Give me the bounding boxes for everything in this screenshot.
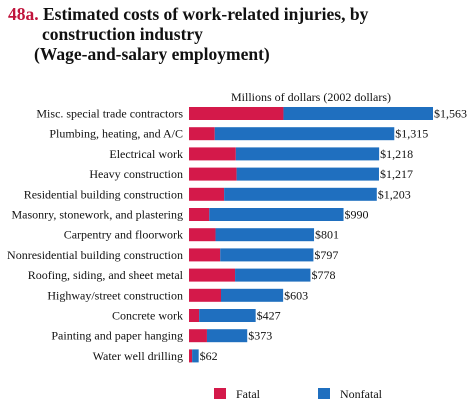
bar-nonfatal: [224, 187, 377, 201]
bar-nonfatal: [220, 248, 314, 262]
legend-fatal-swatch: [214, 388, 226, 399]
value-label: $1,218: [380, 147, 413, 161]
bar-fatal: [189, 309, 200, 322]
bar-nonfatal: [206, 329, 248, 343]
bar-nonfatal: [236, 167, 379, 181]
category-label: Masonry, stonework, and plastering: [11, 208, 183, 222]
value-label: $62: [200, 349, 218, 363]
category-label: Electrical work: [109, 147, 183, 161]
bar-fatal: [189, 268, 236, 282]
bar-fatal: [189, 127, 215, 141]
legend-nonfatal-swatch: [318, 388, 330, 399]
value-label: $1,563: [434, 107, 467, 121]
value-label: $373: [248, 329, 272, 343]
bar-fatal: [189, 167, 237, 181]
bar-fatal: [189, 248, 221, 262]
bar-nonfatal: [221, 288, 284, 302]
bar-nonfatal: [192, 349, 199, 363]
figure-number: 48a.: [8, 4, 39, 24]
bar-nonfatal: [283, 107, 433, 120]
chart-title: 48a. Estimated costs of work-related inj…: [8, 4, 468, 64]
bar-fatal: [189, 208, 210, 221]
bar-fatal: [189, 349, 193, 363]
bar-nonfatal: [199, 309, 256, 322]
value-label: $990: [345, 208, 369, 222]
category-label: Carpentry and floorwork: [64, 228, 183, 242]
category-label: Heavy construction: [89, 167, 183, 181]
bar-fatal: [189, 187, 225, 201]
bar-fatal: [189, 147, 236, 161]
value-label: $1,315: [395, 127, 428, 141]
category-label: Nonresidential building construction: [7, 248, 183, 262]
bar-nonfatal: [235, 268, 311, 282]
bar-fatal: [189, 329, 207, 343]
value-label: $797: [314, 248, 338, 262]
value-label: $603: [284, 288, 308, 302]
category-label: Highway/street construction: [47, 288, 183, 302]
value-label: $1,203: [378, 187, 411, 201]
bar-fatal: [189, 107, 284, 120]
value-label: $1,217: [380, 167, 413, 181]
category-label: Water well drilling: [93, 349, 183, 363]
category-label: Misc. special trade contractors: [36, 107, 183, 121]
title-line-1: 48a. Estimated costs of work-related inj…: [8, 4, 468, 24]
category-label: Plumbing, heating, and A/C: [49, 127, 183, 141]
legend-nonfatal-label: Nonfatal: [340, 387, 383, 401]
bar-fatal: [189, 288, 221, 302]
category-label: Painting and paper hanging: [51, 329, 183, 343]
value-label: $801: [315, 228, 339, 242]
title-line-2: construction industry: [42, 24, 203, 44]
value-label: $778: [311, 268, 335, 282]
bar-fatal: [189, 228, 216, 242]
category-label: Concrete work: [112, 309, 183, 323]
legend-fatal-label: Fatal: [236, 387, 261, 401]
bar-nonfatal: [235, 147, 380, 161]
bar-nonfatal: [214, 127, 395, 141]
title-line-3: (Wage-and-salary employment): [34, 44, 270, 64]
value-label: $427: [257, 309, 281, 323]
category-label: Roofing, siding, and sheet metal: [28, 268, 184, 282]
category-label: Residential building construction: [24, 187, 183, 201]
title-text-1: Estimated costs of work-related injuries…: [43, 4, 369, 24]
bar-nonfatal: [209, 208, 344, 221]
bar-nonfatal: [215, 228, 315, 242]
axis-title: Millions of dollars (2002 dollars): [231, 90, 391, 104]
